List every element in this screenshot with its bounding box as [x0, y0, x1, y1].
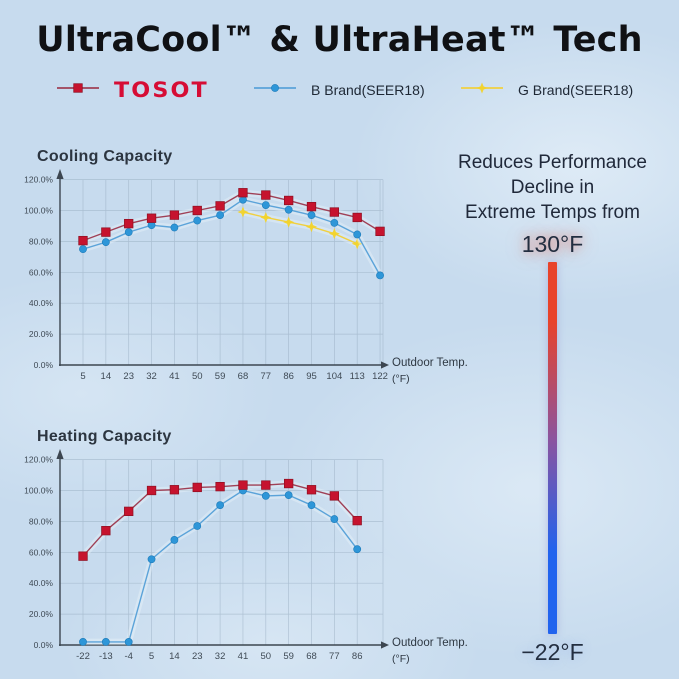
legend-item-b-brand: B Brand(SEER18) — [252, 78, 425, 102]
svg-text:-13: -13 — [99, 651, 113, 662]
temperature-gradient-bar — [548, 262, 557, 634]
svg-text:40.0%: 40.0% — [29, 578, 54, 588]
svg-text:120.0%: 120.0% — [24, 175, 53, 185]
svg-text:14: 14 — [101, 371, 112, 382]
g-brand-series-marker-icon — [459, 80, 505, 101]
max-temp-label: 130°F — [521, 231, 584, 257]
svg-text:40.0%: 40.0% — [29, 298, 54, 308]
svg-text:20.0%: 20.0% — [29, 329, 54, 339]
svg-text:14: 14 — [169, 651, 180, 662]
tosot-logo: TOSOT — [114, 78, 209, 102]
svg-text:100.0%: 100.0% — [24, 206, 53, 216]
svg-text:100.0%: 100.0% — [24, 486, 53, 496]
heading-line-1: Reduces Performance — [457, 152, 648, 173]
svg-text:20.0%: 20.0% — [29, 609, 54, 619]
b-brand-legend-label: B Brand(SEER18) — [311, 82, 425, 98]
heading-line-2: Decline in — [510, 177, 595, 198]
svg-text:32: 32 — [215, 651, 226, 662]
b-brand-series-marker-icon — [252, 80, 298, 101]
svg-text:5: 5 — [80, 371, 85, 382]
g-brand-legend-label: G Brand(SEER18) — [518, 82, 634, 98]
svg-text:-22: -22 — [76, 651, 90, 662]
legend-item-tosot: TOSOT — [55, 78, 207, 102]
min-temp-label: −22°F — [521, 639, 584, 665]
svg-text:80.0%: 80.0% — [29, 236, 54, 246]
svg-text:86: 86 — [283, 371, 294, 382]
svg-text:120.0%: 120.0% — [24, 455, 53, 465]
svg-text:60.0%: 60.0% — [29, 547, 54, 557]
svg-text:23: 23 — [123, 371, 134, 382]
svg-text:0.0%: 0.0% — [34, 360, 54, 370]
svg-text:41: 41 — [238, 651, 249, 662]
legend-item-g-brand: G Brand(SEER18) — [459, 78, 633, 102]
cooling-capacity-chart: 0.0% 20.0% 40.0% 60.0% 80.0% 100.0% 120.0% 5 14 2… — [24, 169, 468, 385]
svg-text:50: 50 — [192, 371, 203, 382]
svg-text:41: 41 — [169, 371, 180, 382]
svg-text:122: 122 — [372, 371, 388, 382]
svg-text:95: 95 — [306, 371, 317, 382]
svg-text:68: 68 — [306, 651, 317, 662]
svg-text:-4: -4 — [124, 651, 132, 662]
svg-text:Outdoor Temp.: Outdoor Temp. — [392, 357, 468, 369]
svg-text:Outdoor Temp.: Outdoor Temp. — [392, 637, 468, 649]
svg-text:104: 104 — [326, 371, 342, 382]
heating-chart-title: Heating Capacity — [37, 428, 172, 445]
svg-text:23: 23 — [192, 651, 203, 662]
right-panel-heading: Reduces Performance Decline in Extreme T… — [430, 150, 675, 225]
page-title: UltraCool™ & UltraHeat™ Tech — [36, 20, 643, 60]
heading-line-3: Extreme Temps from — [465, 202, 640, 223]
svg-text:113: 113 — [350, 371, 365, 382]
svg-text:59: 59 — [283, 651, 294, 662]
svg-text:86: 86 — [352, 651, 363, 662]
svg-text:60.0%: 60.0% — [29, 267, 54, 277]
tosot-series-marker-icon — [55, 80, 101, 101]
heating-capacity-chart: 0.0%20.0%40.0%60.0%80.0%100.0%120.0%-22-… — [24, 449, 468, 665]
svg-text:32: 32 — [146, 371, 157, 382]
svg-text:50: 50 — [261, 651, 272, 662]
svg-text:77: 77 — [329, 651, 340, 662]
svg-text:59: 59 — [215, 371, 226, 382]
cooling-chart-title: Cooling Capacity — [37, 148, 173, 165]
svg-text:(°F): (°F) — [392, 653, 410, 665]
svg-text:5: 5 — [149, 651, 154, 662]
svg-text:80.0%: 80.0% — [29, 516, 54, 526]
svg-text:0.0%: 0.0% — [34, 640, 54, 650]
svg-text:(°F): (°F) — [392, 373, 410, 385]
svg-text:77: 77 — [261, 371, 272, 382]
svg-text:68: 68 — [238, 371, 249, 382]
